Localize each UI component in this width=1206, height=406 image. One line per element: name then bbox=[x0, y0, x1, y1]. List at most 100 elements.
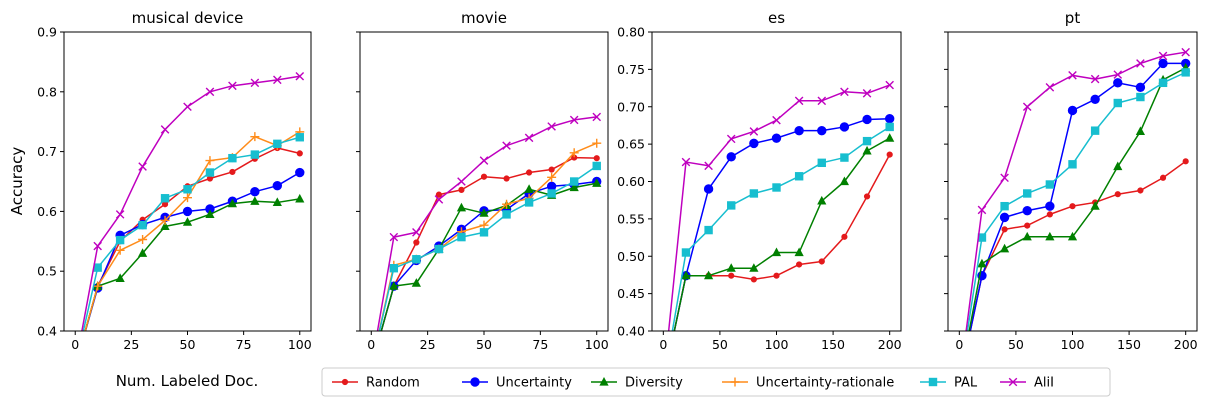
data-point-pal bbox=[1045, 180, 1055, 189]
data-point-pal bbox=[794, 172, 804, 181]
legend-item-random: Random bbox=[332, 376, 420, 391]
legend-marker bbox=[470, 377, 480, 387]
legend-frame bbox=[321, 367, 1111, 397]
data-point-diversity bbox=[250, 196, 260, 205]
data-point-diversity bbox=[389, 281, 399, 290]
legend-label: AliI bbox=[1034, 376, 1054, 391]
data-point-diversity bbox=[137, 248, 148, 257]
data-point-pal bbox=[389, 264, 399, 273]
data-point-alii bbox=[794, 96, 804, 106]
data-point-random bbox=[1114, 191, 1121, 198]
panel-title: musical device bbox=[132, 9, 244, 27]
plot-frame bbox=[651, 31, 902, 332]
data-point-uncertainty-rationale bbox=[502, 199, 512, 209]
data-point-alii bbox=[1000, 173, 1009, 183]
data-point-diversity bbox=[749, 263, 759, 272]
x-tick-label: 200 bbox=[1174, 337, 1198, 352]
data-point-alii bbox=[160, 125, 170, 134]
data-point-alii bbox=[592, 112, 602, 122]
legend-marker bbox=[341, 378, 349, 386]
x-tick-label: 25 bbox=[420, 337, 436, 352]
data-point-uncertainty bbox=[726, 152, 736, 162]
data-point-alii bbox=[412, 228, 421, 237]
data-point-uncertainty-rationale bbox=[71, 362, 80, 371]
data-point-diversity bbox=[295, 193, 305, 203]
x-tick-label: 50 bbox=[180, 337, 196, 352]
data-point-uncertainty-rationale bbox=[160, 215, 170, 225]
y-tick-label: 0.8 bbox=[37, 84, 57, 99]
data-point-pal bbox=[479, 228, 489, 237]
legend-label: Random bbox=[366, 376, 420, 391]
data-point-pal bbox=[817, 158, 826, 168]
data-point-pal bbox=[115, 235, 125, 245]
data-point-pal bbox=[977, 233, 987, 242]
legend-item-pal: PAL bbox=[920, 376, 978, 391]
series-group bbox=[71, 71, 305, 371]
data-point-alii bbox=[1181, 47, 1190, 57]
data-point-alii bbox=[1068, 71, 1077, 80]
data-point-random bbox=[480, 173, 488, 180]
series-line-diversity bbox=[968, 67, 1187, 331]
data-point-diversity bbox=[999, 243, 1010, 253]
data-point-alii bbox=[840, 87, 849, 97]
data-point-uncertainty bbox=[703, 184, 714, 194]
data-point-random bbox=[525, 169, 533, 176]
data-point-uncertainty-rationale bbox=[115, 245, 125, 255]
data-point-alii bbox=[1022, 102, 1032, 112]
data-point-alii bbox=[1136, 59, 1145, 68]
series-group bbox=[965, 47, 1191, 331]
data-point-pal bbox=[1181, 68, 1190, 77]
legend-item-diversity: Diversity bbox=[591, 376, 683, 391]
y-tick-label: 0.70 bbox=[617, 99, 645, 114]
data-point-pal bbox=[250, 150, 260, 159]
data-point-pal bbox=[1113, 98, 1122, 108]
plot-frame bbox=[947, 31, 1198, 332]
data-point-uncertainty bbox=[1022, 205, 1032, 216]
x-tick-label: 0 bbox=[367, 337, 375, 352]
data-point-diversity bbox=[71, 362, 80, 371]
data-point-pal bbox=[681, 248, 691, 257]
data-point-alii bbox=[434, 195, 444, 204]
legend-label: Diversity bbox=[625, 376, 683, 391]
data-point-diversity bbox=[1135, 126, 1146, 136]
data-point-uncertainty bbox=[1045, 201, 1055, 211]
data-point-pal bbox=[93, 263, 102, 272]
data-point-uncertainty-rationale bbox=[569, 148, 579, 158]
data-point-diversity bbox=[227, 198, 238, 208]
data-point-alii bbox=[228, 81, 237, 91]
x-tick-label: 100 bbox=[1061, 337, 1085, 352]
data-point-diversity bbox=[479, 208, 489, 217]
x-tick-label: 150 bbox=[821, 337, 845, 352]
x-tick-label: 0 bbox=[71, 337, 79, 352]
data-point-random bbox=[841, 233, 848, 240]
data-point-pal bbox=[840, 153, 849, 162]
data-point-uncertainty bbox=[1158, 58, 1168, 69]
data-point-diversity bbox=[524, 184, 534, 193]
legend-marker bbox=[1008, 377, 1018, 387]
data-point-diversity bbox=[569, 182, 579, 192]
data-point-uncertainty bbox=[182, 206, 193, 217]
y-tick-label: 0.40 bbox=[617, 324, 645, 339]
data-point-pal bbox=[749, 189, 759, 198]
y-tick-label: 0.60 bbox=[617, 174, 645, 189]
data-point-random bbox=[1182, 158, 1189, 165]
data-point-pal bbox=[1068, 160, 1077, 169]
x-tick-label: 100 bbox=[585, 337, 609, 352]
data-point-diversity bbox=[703, 270, 714, 280]
data-point-alii bbox=[502, 141, 511, 150]
data-point-alii bbox=[772, 115, 781, 125]
data-point-diversity bbox=[456, 202, 467, 212]
data-point-pal bbox=[1158, 78, 1168, 88]
data-point-pal bbox=[412, 255, 421, 264]
panel-title: es bbox=[768, 9, 785, 27]
data-point-alii bbox=[138, 162, 147, 171]
data-point-pal bbox=[160, 194, 170, 203]
data-point-random bbox=[73, 364, 78, 369]
data-point-pal bbox=[862, 136, 872, 146]
y-tick-label: 0.6 bbox=[37, 204, 57, 219]
data-point-alii bbox=[749, 127, 759, 136]
data-point-alii bbox=[1090, 74, 1100, 84]
data-point-pal bbox=[1023, 189, 1032, 198]
y-tick-label: 0.9 bbox=[37, 25, 57, 40]
